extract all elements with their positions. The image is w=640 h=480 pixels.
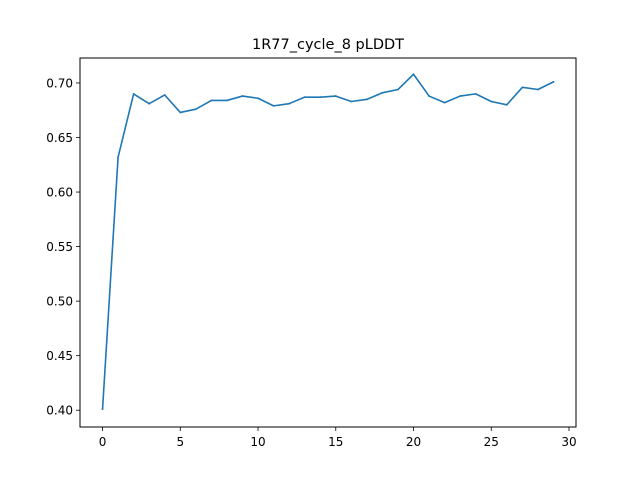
data-point	[272, 104, 275, 107]
plot-area: 0 5 10 15 20 25 30 0.40 0.45 0.50 0.55 0.60 0.65 0.70	[46, 73, 577, 449]
data-point	[319, 96, 322, 99]
data-point	[241, 95, 244, 97]
x-tick-label: 20	[406, 435, 421, 449]
data-point	[288, 102, 291, 105]
data-point	[148, 102, 151, 105]
data-point	[257, 97, 259, 100]
data-point	[552, 80, 555, 83]
data-point	[365, 98, 368, 101]
data-point	[194, 108, 197, 111]
y-tick-label: 0.50	[46, 295, 73, 309]
data-point	[397, 88, 399, 91]
y-tick-label: 0.70	[46, 76, 73, 90]
data-point	[474, 92, 477, 95]
data-point	[350, 100, 353, 103]
data-point	[490, 100, 493, 103]
data-point	[101, 408, 104, 411]
x-tick-label: 10	[250, 435, 265, 449]
x-tick-label: 0	[99, 435, 107, 449]
x-tick-label: 25	[484, 435, 499, 449]
y-tick-label: 0.65	[46, 131, 73, 145]
x-tick-label: 5	[176, 435, 184, 449]
data-point	[303, 96, 306, 99]
data-point	[117, 156, 119, 159]
data-point	[505, 103, 508, 106]
chart-title: 1R77_cycle_8 pLDDT	[252, 37, 404, 53]
y-tick-label: 0.60	[46, 186, 73, 200]
y-tick-label: 0.45	[46, 349, 73, 363]
data-point	[428, 95, 430, 97]
data-point	[537, 88, 539, 91]
data-point	[226, 99, 228, 102]
x-tick-label: 15	[328, 435, 343, 449]
x-tick-label: 30	[561, 435, 576, 449]
data-point	[443, 101, 446, 104]
y-tick-label: 0.40	[46, 404, 73, 418]
data-point	[334, 95, 337, 97]
series-line	[101, 73, 555, 410]
y-tick-label: 0.55	[46, 240, 73, 254]
data-point	[412, 73, 415, 76]
data-point	[459, 95, 462, 97]
data-point	[163, 94, 166, 96]
data-point	[381, 91, 384, 94]
data-point	[521, 86, 524, 89]
data-point	[132, 92, 135, 95]
data-point	[179, 111, 182, 114]
axes-frame	[79, 57, 577, 428]
data-point	[210, 99, 213, 102]
